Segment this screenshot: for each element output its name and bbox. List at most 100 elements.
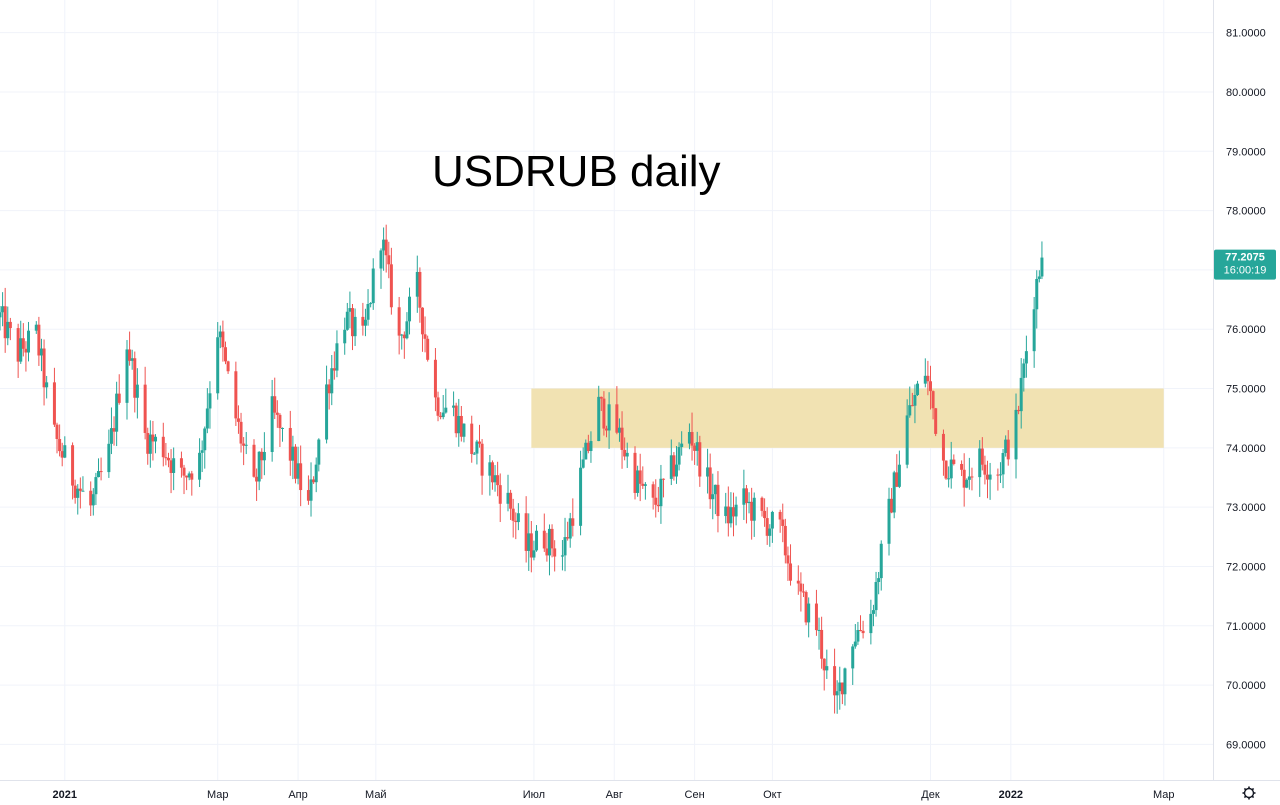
time-tick-label: Окт — [763, 789, 782, 801]
candle — [706, 448, 710, 494]
candle — [897, 450, 901, 489]
candle — [244, 432, 248, 455]
candle — [550, 524, 554, 558]
candle — [125, 340, 129, 420]
candle — [325, 365, 329, 444]
candle — [426, 335, 430, 362]
candle — [568, 512, 572, 548]
candle — [605, 425, 608, 438]
candle — [783, 518, 787, 564]
candle — [916, 380, 920, 397]
candle — [789, 544, 793, 586]
candle — [949, 441, 953, 489]
candle — [190, 470, 194, 496]
candle — [633, 446, 637, 500]
candle — [636, 465, 640, 497]
candle — [760, 496, 764, 517]
candle — [366, 289, 370, 326]
candle — [73, 479, 77, 504]
price-tick-label: 75.0000 — [1226, 384, 1266, 396]
candle — [747, 492, 751, 514]
candle — [203, 426, 207, 469]
settings-gear-icon[interactable] — [1242, 786, 1256, 800]
candle — [542, 513, 546, 552]
candle — [81, 476, 85, 492]
candle — [874, 571, 878, 617]
candle — [405, 312, 409, 340]
candle — [361, 302, 365, 336]
candle — [389, 247, 393, 315]
time-tick-label: Апр — [288, 789, 307, 801]
candle — [599, 396, 603, 412]
candles — [0, 224, 1044, 714]
candle — [843, 667, 847, 706]
candle — [0, 305, 2, 331]
candle — [459, 405, 463, 442]
last-price-value: 77.2075 — [1225, 252, 1265, 264]
candle — [996, 468, 1000, 491]
candle — [490, 460, 494, 490]
candle — [172, 447, 176, 491]
price-tick-label: 79.0000 — [1226, 146, 1266, 158]
candle — [262, 432, 266, 476]
candle — [713, 484, 717, 515]
time-tick-label: Мар — [207, 789, 229, 801]
candle — [1001, 448, 1005, 489]
candle — [384, 224, 388, 273]
candle — [913, 384, 917, 424]
candle — [1024, 335, 1028, 378]
time-axis[interactable]: 2021 Мар Апр Май Июл Авг Сен Окт Дек 2022 Мар — [0, 780, 1280, 805]
candle — [838, 666, 842, 710]
candle — [506, 474, 510, 512]
candle — [96, 458, 100, 478]
candle — [524, 496, 528, 563]
candle — [436, 391, 440, 422]
candle — [960, 460, 964, 477]
price-tick-label: 71.0000 — [1226, 621, 1266, 633]
candle — [169, 449, 173, 494]
candle — [643, 482, 647, 500]
candle — [371, 258, 375, 310]
candle — [662, 478, 666, 498]
candle — [335, 330, 339, 378]
candle — [441, 394, 445, 420]
candle — [187, 471, 191, 481]
candle — [24, 341, 28, 372]
candle — [978, 440, 982, 497]
candle — [547, 524, 551, 576]
candle — [1022, 358, 1026, 392]
candle — [216, 322, 220, 400]
candle — [1006, 430, 1010, 466]
candle — [724, 492, 728, 524]
candle — [581, 447, 585, 469]
candle — [807, 597, 811, 638]
candle — [397, 296, 401, 355]
candle — [273, 377, 277, 420]
candle — [470, 415, 474, 463]
candle — [6, 306, 10, 346]
candle — [19, 320, 23, 364]
candle — [695, 431, 699, 466]
candle — [947, 466, 951, 488]
candle — [293, 444, 297, 484]
candle — [314, 457, 318, 493]
candle — [859, 615, 863, 632]
candle — [1040, 241, 1044, 280]
candle — [115, 381, 119, 447]
candle — [226, 360, 230, 374]
candle — [511, 498, 515, 538]
candle — [332, 351, 336, 380]
candle — [869, 599, 873, 645]
price-axis[interactable]: 81.000080.000079.000078.000077.000076.00… — [1213, 0, 1280, 780]
candle — [726, 486, 730, 537]
price-tick-label: 70.0000 — [1226, 680, 1266, 692]
candle — [669, 439, 673, 486]
candle — [146, 427, 150, 465]
candle — [343, 317, 347, 355]
candle — [270, 379, 274, 462]
candle — [408, 287, 412, 335]
candle — [786, 546, 790, 581]
candle — [117, 374, 121, 405]
candle — [1019, 358, 1023, 429]
